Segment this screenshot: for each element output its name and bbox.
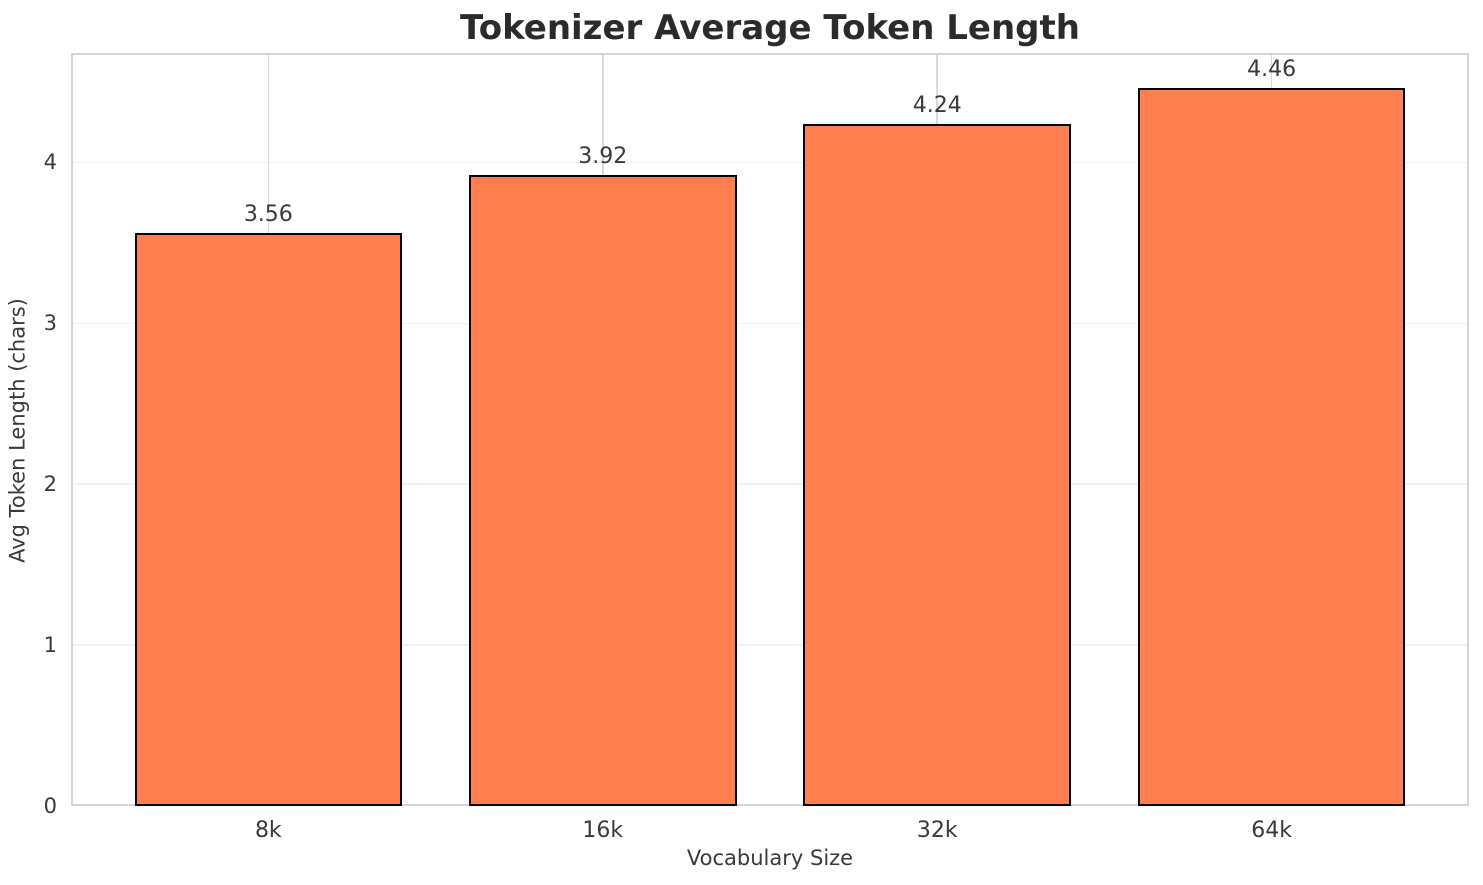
y-tick-label-2: 2 [43,472,57,497]
bar-value-16k: 3.92 [578,144,628,170]
x-tick-label-32k: 32k [916,818,958,843]
y-axis-label: Avg Token Length (chars) [5,298,30,563]
bar-32k [803,123,1071,806]
y-gridline-2 [71,483,1469,485]
bar-16k [468,175,737,806]
y-tick-label-1: 1 [43,633,57,658]
bar-8k [134,233,403,806]
bar-value-64k: 4.46 [1247,57,1297,83]
bar-value-32k: 4.24 [912,92,962,118]
chart-title: Tokenizer Average Token Length [460,8,1080,48]
y-tick-label-0: 0 [43,794,57,818]
y-tick-label-3: 3 [43,311,57,336]
y-gridline-3 [71,322,1469,325]
x-tick-label-16k: 16k [582,818,624,843]
x-axis-label: Vocabulary Size [686,846,854,870]
y-tick-label-4: 4 [43,150,57,175]
y-gridline-1 [71,644,1469,646]
bar-64k [1137,88,1406,806]
plot-area: 3.56 3.92 4.24 4.46 [71,53,1469,806]
x-tick-label-64k: 64k [1251,818,1293,843]
y-gridline-4 [71,161,1469,164]
x-tick-label-8k: 8k [254,818,282,843]
bar-value-8k: 3.56 [243,202,293,228]
